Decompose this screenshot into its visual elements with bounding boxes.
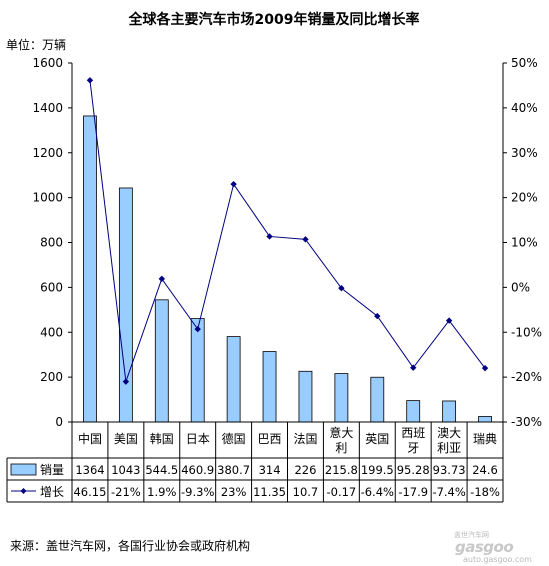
left-tick-label: 1200 [32,146,63,160]
sales-value-label: 1364 [75,463,104,477]
growth-value-label: -6.4% [361,485,394,499]
source-note: 来源：盖世汽车网，各国行业协会或政府机构 [10,539,251,553]
sales-value-label: 199.5 [361,463,394,477]
category-label: 意大 [329,425,353,440]
right-tick-label: 10% [511,236,538,250]
growth-point-10 [445,317,453,324]
category-label: 澳大 [437,426,461,440]
sales-value-label: 380.7 [217,463,250,477]
category-label: 巴西 [258,432,282,446]
right-tick-label: 40% [511,101,538,115]
bar-4 [226,336,241,423]
watermark-cn: 盖世汽车网 [454,531,489,539]
growth-value-label: -17.9 [398,485,428,499]
growth-value-label: 46.15 [73,485,106,499]
left-tick-label: 600 [40,280,63,294]
growth-point-4 [230,180,237,188]
sales-value-label: 95.28 [397,463,430,477]
legend-bar-swatch [10,463,37,476]
growth-point-1 [122,378,130,385]
growth-point-5 [266,233,273,240]
category-label: 中国 [78,431,102,446]
right-tick-label: 0% [511,280,530,294]
left-tick-label: 800 [40,236,63,250]
sales-value-label: 24.6 [472,463,498,477]
legend-bar-name: 销量 [40,463,64,477]
growth-value-label: -21% [111,485,141,499]
growth-point-8 [374,312,381,320]
watermark-logo: gasgoo [455,538,514,556]
category-label: 美国 [114,432,138,446]
left-tick-label: 1000 [32,191,63,205]
growth-point-0 [86,77,94,84]
growth-value-label: 10.7 [293,485,319,499]
sales-value-label: 544.5 [145,463,178,477]
legend-line-name: 增长 [40,485,64,499]
growth-point-9 [410,364,417,371]
growth-value-label: 1.9% [147,485,176,499]
growth-value-label: -0.17 [326,485,356,499]
right-tick-label: -20% [511,370,542,384]
right-tick-label: 30% [511,146,538,160]
bar-5 [262,351,277,423]
bar-10 [442,400,457,423]
growth-line [89,80,486,382]
left-tick-label: 400 [40,325,63,339]
growth-value-label: -18% [470,485,500,499]
bar-2 [154,299,169,423]
category-label: 日本 [186,432,210,446]
category-label: 德国 [222,431,246,446]
bar-1 [118,187,133,423]
category-label: 法国 [293,432,317,446]
category-label: 利亚 [437,441,461,455]
sales-value-label: 314 [259,463,281,477]
sales-value-label: 215.8 [325,463,358,477]
right-tick-label: -10% [511,325,542,339]
sales-value-label: 460.9 [181,463,214,477]
chart-title: 全球各主要汽车市场2009年销量及同比增长率 [128,11,420,28]
legend-line-marker [20,488,27,494]
growth-point-2 [158,275,165,283]
right-tick-label: 50% [511,56,538,70]
category-label: 瑞典 [473,432,497,446]
bar-0 [83,115,97,423]
bar-3 [190,318,205,423]
unit-label: 单位：万辆 [6,37,66,52]
growth-point-11 [481,364,489,372]
right-tick-label: -30% [511,415,542,429]
bar-9 [406,400,421,423]
category-label: 西班 [401,426,425,440]
sales-value-label: 93.73 [433,463,466,477]
left-tick-label: 1600 [32,56,63,70]
growth-point-6 [302,236,309,243]
watermark-url: auto.gasgoo.com [463,555,532,564]
category-label: 韩国 [150,431,174,446]
growth-point-3 [194,325,201,333]
sales-value-label: 1043 [111,463,140,477]
bar-8 [370,376,385,423]
sales-value-label: 226 [294,463,316,477]
bar-6 [298,370,313,423]
bar-11 [478,416,492,423]
category-label: 牙 [407,441,419,455]
growth-value-label: -7.4% [432,485,465,499]
left-tick-label: 0 [55,415,63,429]
left-tick-label: 200 [40,370,63,384]
category-label: 英国 [365,432,389,446]
category-label: 利 [335,441,347,455]
growth-value-label: -9.3% [181,485,214,499]
bar-7 [334,373,349,423]
right-tick-label: 20% [511,191,538,205]
growth-value-label: 11.35 [253,485,286,499]
growth-value-label: 23% [221,485,247,499]
growth-point-7 [338,284,345,292]
left-tick-label: 1400 [32,101,63,115]
